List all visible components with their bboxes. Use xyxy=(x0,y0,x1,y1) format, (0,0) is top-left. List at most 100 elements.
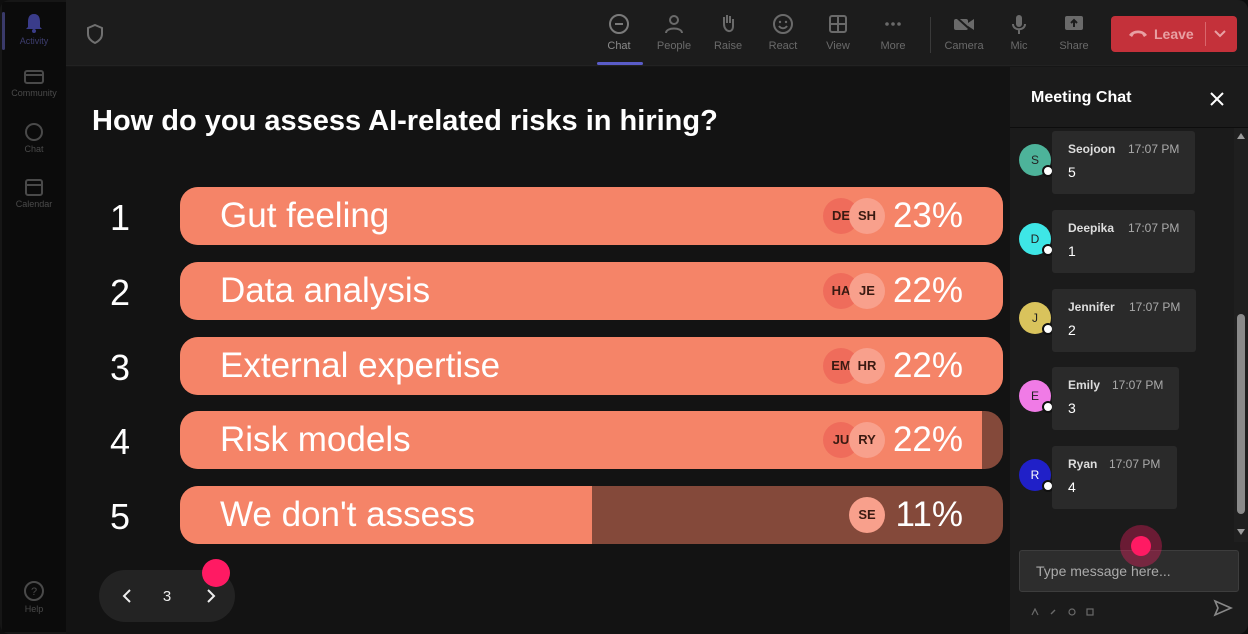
sender-name: Ryan xyxy=(1068,457,1098,471)
raise-button-label: Raise xyxy=(713,40,743,52)
chat-header-divider xyxy=(1010,127,1248,128)
message-timestamp: 17:07 PM xyxy=(1128,221,1180,235)
sender-name: Deepika xyxy=(1068,221,1115,235)
poll-option-number: 3 xyxy=(109,347,131,388)
rail-item-label: Community xyxy=(11,88,57,98)
chat-button-label: Chat xyxy=(607,40,631,52)
send-icon[interactable] xyxy=(1213,599,1233,617)
calendar-icon xyxy=(25,179,43,196)
poll-option-percent: 22% xyxy=(892,420,963,459)
chat-message-box xyxy=(1019,550,1239,592)
scroll-thumb[interactable] xyxy=(1237,314,1245,514)
format-toolbar xyxy=(1031,603,1100,621)
chevron-left-icon[interactable] xyxy=(117,586,137,606)
more-button[interactable]: More xyxy=(867,10,919,60)
more-dots-icon xyxy=(885,22,901,26)
people-button-label: People xyxy=(656,40,692,52)
sender-name: Seojoon xyxy=(1068,142,1116,156)
chat-scrollbar[interactable] xyxy=(1234,128,1248,542)
attach-icon[interactable] xyxy=(1049,603,1057,621)
chat-icon xyxy=(25,123,43,141)
poll-option-row: 5 We don't assess SE 11% xyxy=(92,486,1004,544)
rail-item-activity[interactable]: Activity xyxy=(2,12,66,46)
svg-text:?: ? xyxy=(31,586,37,598)
left-rail: Activity Community Chat Calendar ? Help xyxy=(2,2,66,632)
meeting-toolbar: Chat People Raise React View More Camera xyxy=(66,0,1248,66)
message-timestamp: 17:07 PM xyxy=(1129,300,1181,314)
poll-option-label: External expertise xyxy=(220,346,501,385)
grid-icon xyxy=(829,15,847,33)
view-button[interactable]: View xyxy=(812,10,864,60)
chat-message-input[interactable] xyxy=(1020,551,1238,591)
mic-button[interactable]: Mic xyxy=(993,10,1045,60)
shield-icon[interactable] xyxy=(86,24,104,44)
message-bubble: Jennifer 17:07 PM 2 xyxy=(1052,289,1196,352)
people-icon xyxy=(665,15,683,34)
poll-option-label: We don't assess xyxy=(220,495,476,534)
poll-question: How do you assess AI-related risks in hi… xyxy=(92,105,718,137)
share-button-label: Share xyxy=(1059,40,1089,52)
format-text-icon[interactable] xyxy=(1031,603,1039,621)
view-button-label: View xyxy=(826,40,850,52)
rail-item-chat[interactable]: Chat xyxy=(2,122,66,154)
message-text: 2 xyxy=(1068,322,1076,338)
chat-button[interactable]: Chat xyxy=(593,10,645,60)
message-text: 1 xyxy=(1068,243,1076,259)
poll-option-number: 1 xyxy=(109,197,131,238)
rail-item-community[interactable]: Community xyxy=(2,68,66,98)
react-button[interactable]: React xyxy=(757,10,809,60)
emoji-icon[interactable] xyxy=(1068,603,1076,621)
click-indicator xyxy=(202,559,230,587)
poll-result-fill xyxy=(180,486,592,544)
help-icon: ? xyxy=(24,581,44,601)
voter-avatar: JE xyxy=(849,273,885,309)
message-bubble: Deepika 17:07 PM 1 xyxy=(1052,210,1195,273)
poll-option-number: 2 xyxy=(109,272,131,313)
sender-name: Emily xyxy=(1068,378,1101,392)
poll-option-percent: 11% xyxy=(895,495,963,534)
poll-option-label: Data analysis xyxy=(220,271,431,310)
poll-option-row: 3 External expertise EM HR 22% xyxy=(92,337,1004,395)
active-tab-indicator xyxy=(597,62,643,65)
rail-active-indicator xyxy=(2,12,5,50)
poll-result-bar: External expertise EM HR 22% xyxy=(180,337,1003,395)
share-button[interactable]: Share xyxy=(1048,10,1100,60)
voter-avatar: RY xyxy=(849,422,885,458)
sender-name: Jennifer xyxy=(1068,300,1115,314)
chevron-down-icon[interactable] xyxy=(1212,27,1228,41)
message-bubble: Seojoon 17:07 PM 5 xyxy=(1052,131,1195,194)
chevron-right-icon[interactable] xyxy=(201,586,221,606)
rail-item-calendar[interactable]: Calendar xyxy=(2,177,66,209)
poll-result-bar: We don't assess SE 11% xyxy=(180,486,1003,544)
poll-option-row: 4 Risk models JU RY 22% xyxy=(92,411,1004,469)
leave-divider xyxy=(1205,22,1206,46)
phone-hangup-icon xyxy=(1129,30,1147,37)
gif-icon[interactable] xyxy=(1086,603,1094,621)
camera-button[interactable]: Camera xyxy=(938,10,990,60)
voter-avatar: SH xyxy=(849,198,885,234)
poll-stage: How do you assess AI-related risks in hi… xyxy=(66,67,1010,634)
scroll-up-icon[interactable] xyxy=(1237,132,1245,140)
rail-item-label: Calendar xyxy=(15,199,53,209)
poll-option-row: 2 Data analysis HA JE 22% xyxy=(92,262,1004,320)
avatar: E xyxy=(1019,380,1051,412)
scroll-down-icon[interactable] xyxy=(1237,528,1245,536)
message-bubble: Emily 17:07 PM 3 xyxy=(1052,367,1179,430)
leave-button[interactable]: Leave xyxy=(1111,16,1237,52)
poll-option-label: Risk models xyxy=(220,420,411,459)
raise-hand-button[interactable]: Raise xyxy=(702,10,754,60)
rail-item-help[interactable]: ? Help xyxy=(2,580,66,614)
message-bubble: Ryan 17:07 PM 4 xyxy=(1052,446,1177,509)
poll-option-percent: 22% xyxy=(892,346,963,385)
poll-result-bar: Data analysis HA JE 22% xyxy=(180,262,1003,320)
microphone-icon xyxy=(1012,15,1026,34)
close-icon[interactable] xyxy=(1207,89,1227,109)
message-text: 3 xyxy=(1068,400,1076,416)
toolbar-divider xyxy=(930,17,931,53)
poll-result-bar: Risk models JU RY 22% xyxy=(180,411,1003,469)
rail-item-label: Help xyxy=(24,604,44,614)
leave-button-label: Leave xyxy=(1154,26,1194,42)
people-button[interactable]: People xyxy=(648,10,700,60)
voter-avatar: HR xyxy=(849,348,885,384)
